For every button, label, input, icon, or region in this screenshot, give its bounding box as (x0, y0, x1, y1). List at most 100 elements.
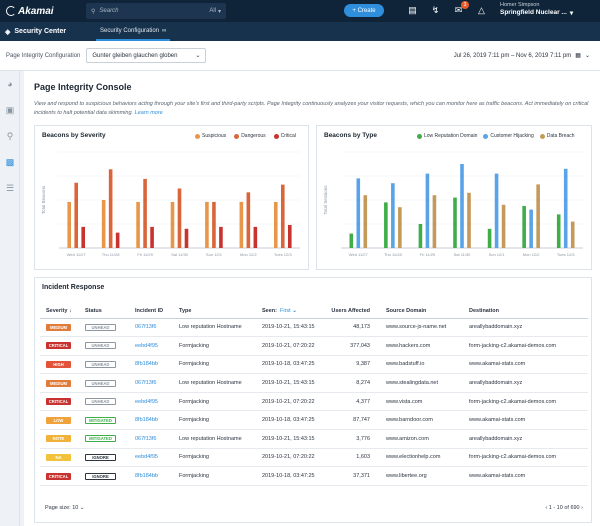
app-title[interactable]: ◈ Security Center (0, 22, 90, 41)
source-domain: www.stealingdata.net (386, 373, 469, 393)
page-description: View and respond to suspicious behaviors… (34, 100, 590, 118)
col-severity[interactable]: Severity ↓ (40, 304, 85, 319)
incident-type: Low reputation Hostname (179, 318, 262, 338)
col-incident-id[interactable]: Incident ID (135, 304, 179, 319)
x-tick-label: Thu 11/28 (102, 252, 120, 257)
table-row[interactable]: NOTE MITIGATED 067f13f6 Low reputation Host… (40, 429, 588, 449)
monitor-icon[interactable]: ▣ (5, 104, 15, 115)
list-icon[interactable]: ☰ (5, 182, 15, 193)
table-row[interactable]: LOW MITIGATED 8fb184bb Formjacking 2019-10-1… (40, 410, 588, 431)
status-badge[interactable]: UNHEAD (85, 323, 116, 331)
date-range-picker[interactable]: Jul 26, 2019 7:11 pm – Nov 6, 2019 7:11 … (444, 48, 594, 63)
status-badge[interactable]: UNHEAD (85, 360, 116, 368)
x-tick-label: Sun 12/1 (489, 252, 506, 257)
severity-badge: CRITICAL (46, 398, 71, 406)
incident-seen: 2019-10-21, 07:20:22 (262, 448, 330, 468)
search-icon[interactable]: ⚲ (6, 130, 14, 141)
chart-legend: Low Reputation Domain Customer Hijacking… (417, 133, 575, 139)
table-row[interactable]: NA IGNORE eebd4f95 Formjacking 2019-10-21, 0… (40, 448, 588, 468)
bar (467, 192, 471, 248)
incident-id-link[interactable]: 067f13f6 (135, 429, 179, 449)
notifications-icon[interactable]: ✉ 3 (452, 1, 469, 18)
learn-more-link[interactable]: Learn more (134, 110, 163, 116)
user-menu[interactable]: Homer Simpson Springfield Nuclear ... ▾ (500, 2, 573, 17)
seen-sort-select[interactable]: First (279, 307, 291, 314)
incident-id-link[interactable]: 067f13f6 (135, 318, 179, 338)
users-affected: 87,747 (330, 410, 386, 431)
x-tick-label: Tues 12/3 (557, 252, 575, 257)
incident-id-link[interactable]: 8fb184bb (135, 466, 179, 486)
documents-icon[interactable]: ▤ (408, 5, 417, 15)
incident-type: Low reputation Hostname (179, 429, 262, 449)
incident-id-link[interactable]: eebd4f95 (135, 336, 179, 356)
users-affected: 4,377 (330, 392, 386, 412)
incident-seen: 2019-10-21, 07:20:22 (262, 392, 330, 412)
bar (556, 214, 561, 248)
bar (432, 195, 437, 248)
config-value: Gunter gleiben glauchen globen (92, 52, 178, 59)
status-badge[interactable]: UNHEAD (85, 342, 116, 350)
status-badge[interactable]: MITIGATED (85, 416, 116, 424)
legend-item: Critical (273, 133, 296, 139)
col-destination[interactable]: Destination (469, 304, 588, 319)
logo-text: Akamai (18, 5, 54, 17)
status-badge[interactable]: UNHEAD (85, 379, 116, 387)
table-row[interactable]: MEDIUM UNHEAD 067f13f6 Low reputation Hostn… (40, 318, 588, 338)
col-status[interactable]: Status (85, 304, 135, 319)
incident-id-link[interactable]: 8fb184bb (135, 410, 179, 431)
incident-id-link[interactable]: eebd4f95 (135, 392, 179, 412)
create-button[interactable]: + Create (344, 4, 384, 17)
table-row[interactable]: CRITICAL UNHEAD eebd4f95 Formjacking 2019-10… (40, 336, 588, 356)
incident-id-link[interactable]: 8fb184bb (135, 355, 179, 375)
search-input[interactable]: Search (99, 8, 119, 14)
bar (363, 195, 368, 248)
calendar-icon: ▦ (575, 53, 581, 59)
legend-dot (234, 133, 240, 139)
table-header-row: Severity ↓ Status Incident ID Type Seen:… (40, 304, 588, 319)
table-row[interactable]: HIGH UNHEAD 8fb184bb Formjacking 2019-10-18,… (40, 355, 588, 375)
dashboard-icon[interactable]: ◕ (7, 79, 13, 89)
alert-icon[interactable]: △ (478, 5, 485, 15)
search-scope-select[interactable]: All (209, 8, 216, 14)
cart-icon[interactable]: ↯ (431, 5, 440, 15)
config-label: Page Integrity Configuration (6, 52, 81, 59)
users-affected: 9,387 (330, 355, 386, 375)
bar (522, 206, 526, 248)
destination-domain: www.akamai-stats.com (469, 355, 588, 375)
incident-id-link[interactable]: eebd4f95 (135, 448, 179, 468)
analytics-icon[interactable]: ▩ (5, 156, 15, 167)
users-affected: 377,043 (330, 336, 386, 356)
prev-page-icon[interactable]: ‹ (545, 505, 548, 511)
status-badge[interactable]: IGNORE (85, 472, 116, 480)
col-type[interactable]: Type (179, 304, 262, 319)
table-row[interactable]: CRITICAL IGNORE 8fb184bb Formjacking 2019-10… (40, 466, 588, 486)
status-badge[interactable]: UNHEAD (85, 398, 116, 406)
global-search[interactable]: ⚲ Search All ▾ (86, 3, 226, 19)
status-badge[interactable]: IGNORE (85, 453, 116, 461)
table-row[interactable]: CRITICAL UNHEAD eebd4f95 Formjacking 2019-10… (40, 392, 588, 412)
next-page-icon[interactable]: › (581, 505, 583, 511)
bar (273, 201, 278, 248)
bar (453, 197, 457, 248)
legend-item: Low Reputation Domain (417, 133, 477, 139)
chart-card-severity: Beacons by Severity Suspicious Dangerous… (34, 125, 309, 270)
tab-security-configuration[interactable]: Security Configuration ∞ (96, 22, 171, 41)
incident-id-link[interactable]: 067f13f6 (135, 373, 179, 393)
chart-card-type: Beacons by Type Low Reputation Domain Cu… (316, 125, 592, 270)
col-source-domain[interactable]: Source Domain (386, 304, 469, 319)
severity-badge: NA (46, 453, 71, 461)
bar (74, 182, 79, 248)
severity-badge: CRITICAL (46, 342, 71, 350)
incident-table: Severity ↓ Status Incident ID Type Seen:… (40, 304, 588, 486)
x-tick-label: Mon 12/2 (240, 252, 257, 257)
col-seen[interactable]: Seen: First ⌄ (262, 304, 330, 319)
status-badge[interactable]: MITIGATED (85, 435, 116, 443)
akamai-logo[interactable]: Akamai (0, 0, 80, 22)
col-users-affected[interactable]: Users Affected (330, 304, 386, 319)
config-select[interactable]: Gunter gleiben glauchen globen ⌄ (86, 48, 207, 63)
shield-icon: ◈ (5, 28, 11, 36)
table-row[interactable]: MEDIUM UNHEAD 067f13f6 Low reputation Hostn… (40, 373, 588, 393)
bar (101, 200, 106, 248)
page-size-control[interactable]: Page size: 10 ⌄ (45, 505, 84, 511)
legend-item: Suspicious (195, 133, 226, 139)
